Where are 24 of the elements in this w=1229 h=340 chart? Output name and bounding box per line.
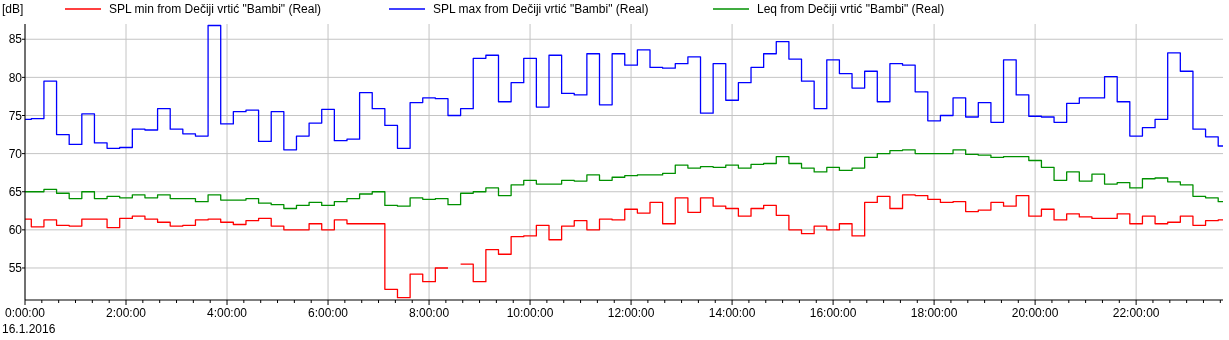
x-tick-label: 2:00:00 [105,306,147,320]
x-tick-label: 8:00:00 [409,306,450,320]
text: 16.1.2016 [2,322,56,336]
x-tick-label: 14:00:00 [708,306,756,320]
x-tick-label: 4:00:00 [207,306,248,320]
y-tick-label: 55 [8,261,23,276]
x-tick-label: 22:00:00 [1112,306,1160,320]
x-tick-label: 12:00:00 [607,306,655,320]
x-tick-label: 10:00:00 [506,306,554,320]
legend-label: SPL max from Dečiji vrtić "Bambi" (Real) [433,2,649,16]
y-axis-title: [dB] [2,2,24,16]
x-tick-label: 6:00:00 [308,306,349,320]
y-tick-label: 70 [8,146,23,161]
y-tick-label: 60 [8,223,23,238]
x-tick-label: 20:00:00 [1011,306,1059,320]
x-tick-label: 0:00:00 [4,306,46,320]
y-tick-label: 75 [8,108,23,123]
legend-label: Leq from Dečiji vrtić "Bambi" (Real) [757,2,945,16]
x-tick-label: 18:00:00 [910,306,958,320]
y-tick-label: 80 [8,70,23,85]
x-tick-label: 16:00:00 [809,306,857,320]
y-tick-label: 65 [8,184,23,199]
legend-label: SPL min from Dečiji vrtić "Bambi" (Real) [109,2,322,16]
y-tick-label: 85 [8,32,23,47]
